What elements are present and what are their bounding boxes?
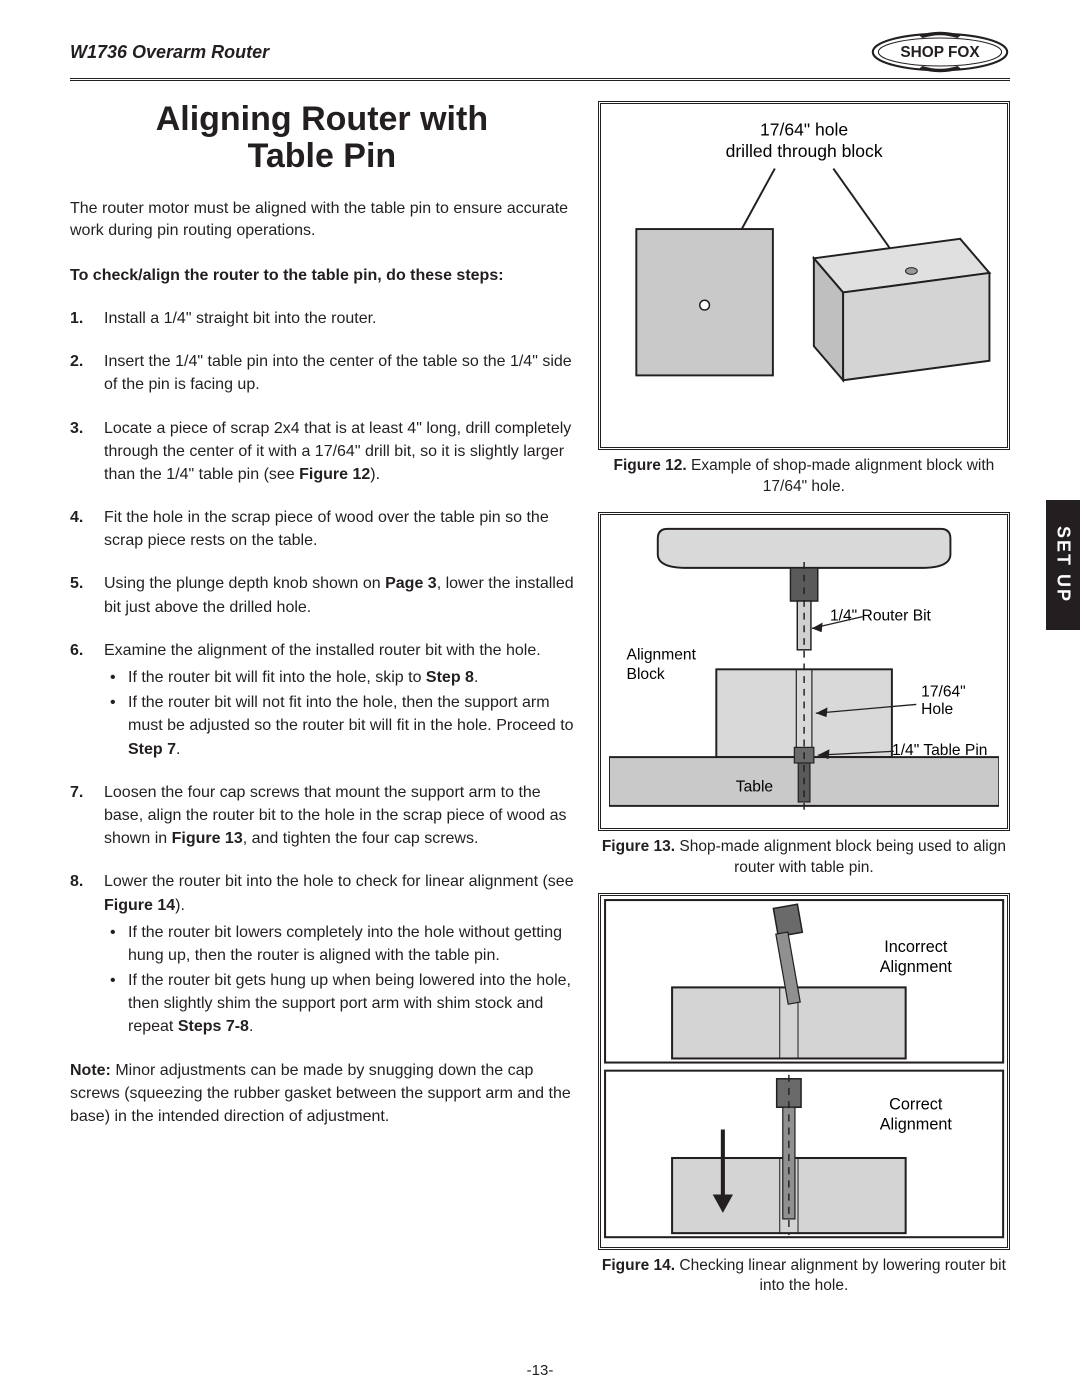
svg-text:1/4" Router Bit: 1/4" Router Bit xyxy=(830,607,932,624)
note-label: Note: xyxy=(70,1062,111,1079)
figure-14-box: Incorrect Alignment xyxy=(598,893,1010,1249)
svg-text:17/64": 17/64" xyxy=(921,683,966,700)
svg-text:Table: Table xyxy=(736,778,773,795)
svg-text:Block: Block xyxy=(626,666,664,683)
figure-14-svg: Incorrect Alignment xyxy=(601,896,1007,1241)
step-3: Locate a piece of scrap 2x4 that is at l… xyxy=(70,417,574,487)
step-4: Fit the hole in the scrap piece of wood … xyxy=(70,506,574,552)
step-6: Examine the alignment of the installed r… xyxy=(70,639,574,761)
svg-text:drilled through block: drilled through block xyxy=(725,141,882,161)
note-paragraph: Note: Minor adjustments can be made by s… xyxy=(70,1059,574,1129)
svg-text:Hole: Hole xyxy=(921,701,953,718)
figures-column: 17/64" hole drilled through block xyxy=(598,101,1010,1297)
steps-intro: To check/align the router to the table p… xyxy=(70,265,574,287)
figure-12: 17/64" hole drilled through block xyxy=(598,101,1010,498)
figure-13-caption: Figure 13. Shop-made alignment block bei… xyxy=(598,837,1010,879)
svg-text:17/64" hole: 17/64" hole xyxy=(760,119,848,139)
figure-13: 1/4" Router Bit Alignment Block 17/64" H… xyxy=(598,512,1010,879)
section-tab: SET UP xyxy=(1046,500,1080,630)
step-6-bullet-2: If the router bit will not fit into the … xyxy=(104,691,574,761)
svg-text:SHOP FOX: SHOP FOX xyxy=(900,44,980,61)
title-line-2: Table Pin xyxy=(248,137,397,175)
step-7: Loosen the four cap screws that mount th… xyxy=(70,781,574,851)
step-8-bullet-2: If the router bit gets hung up when bein… xyxy=(104,969,574,1039)
brand-logo: SHOP FOX xyxy=(870,30,1010,74)
step-8-bullet-1: If the router bit lowers completely into… xyxy=(104,921,574,967)
text-column: Aligning Router with Table Pin The route… xyxy=(70,101,574,1297)
svg-text:Alignment: Alignment xyxy=(880,958,953,976)
page-header: W1736 Overarm Router SHOP FOX xyxy=(70,30,1010,81)
title-line-1: Aligning Router with xyxy=(156,100,488,138)
svg-text:Incorrect: Incorrect xyxy=(884,938,948,956)
figure-12-caption: Figure 12. Example of shop-made alignmen… xyxy=(598,456,1010,498)
svg-text:Correct: Correct xyxy=(889,1095,943,1113)
step-1: Install a 1/4" straight bit into the rou… xyxy=(70,307,574,330)
figure-13-svg: 1/4" Router Bit Alignment Block 17/64" H… xyxy=(609,523,999,816)
step-6-bullet-1: If the router bit will fit into the hole… xyxy=(104,666,574,689)
page-number: -13- xyxy=(0,1362,1080,1379)
figure-14: Incorrect Alignment xyxy=(598,893,1010,1297)
section-tab-label: SET UP xyxy=(1053,526,1074,603)
svg-text:Alignment: Alignment xyxy=(626,646,696,663)
svg-text:1/4" Table Pin: 1/4" Table Pin xyxy=(892,742,987,759)
figure-14-caption: Figure 14. Checking linear alignment by … xyxy=(598,1256,1010,1298)
page-title: Aligning Router with Table Pin xyxy=(70,101,574,176)
step-5: Using the plunge depth knob shown on Pag… xyxy=(70,572,574,618)
note-text: Minor adjustments can be made by snuggin… xyxy=(70,1062,571,1125)
figure-13-box: 1/4" Router Bit Alignment Block 17/64" H… xyxy=(598,512,1010,832)
steps-list: Install a 1/4" straight bit into the rou… xyxy=(70,307,574,1039)
figure-12-box: 17/64" hole drilled through block xyxy=(598,101,1010,450)
product-title: W1736 Overarm Router xyxy=(70,42,269,63)
step-6-sublist: If the router bit will fit into the hole… xyxy=(104,666,574,761)
svg-text:Alignment: Alignment xyxy=(880,1116,953,1134)
figure-12-svg: 17/64" hole drilled through block xyxy=(609,112,999,434)
step-2: Insert the 1/4" table pin into the cente… xyxy=(70,350,574,396)
step-8: Lower the router bit into the hole to ch… xyxy=(70,870,574,1038)
intro-paragraph: The router motor must be aligned with th… xyxy=(70,198,574,243)
step-8-sublist: If the router bit lowers completely into… xyxy=(104,921,574,1039)
